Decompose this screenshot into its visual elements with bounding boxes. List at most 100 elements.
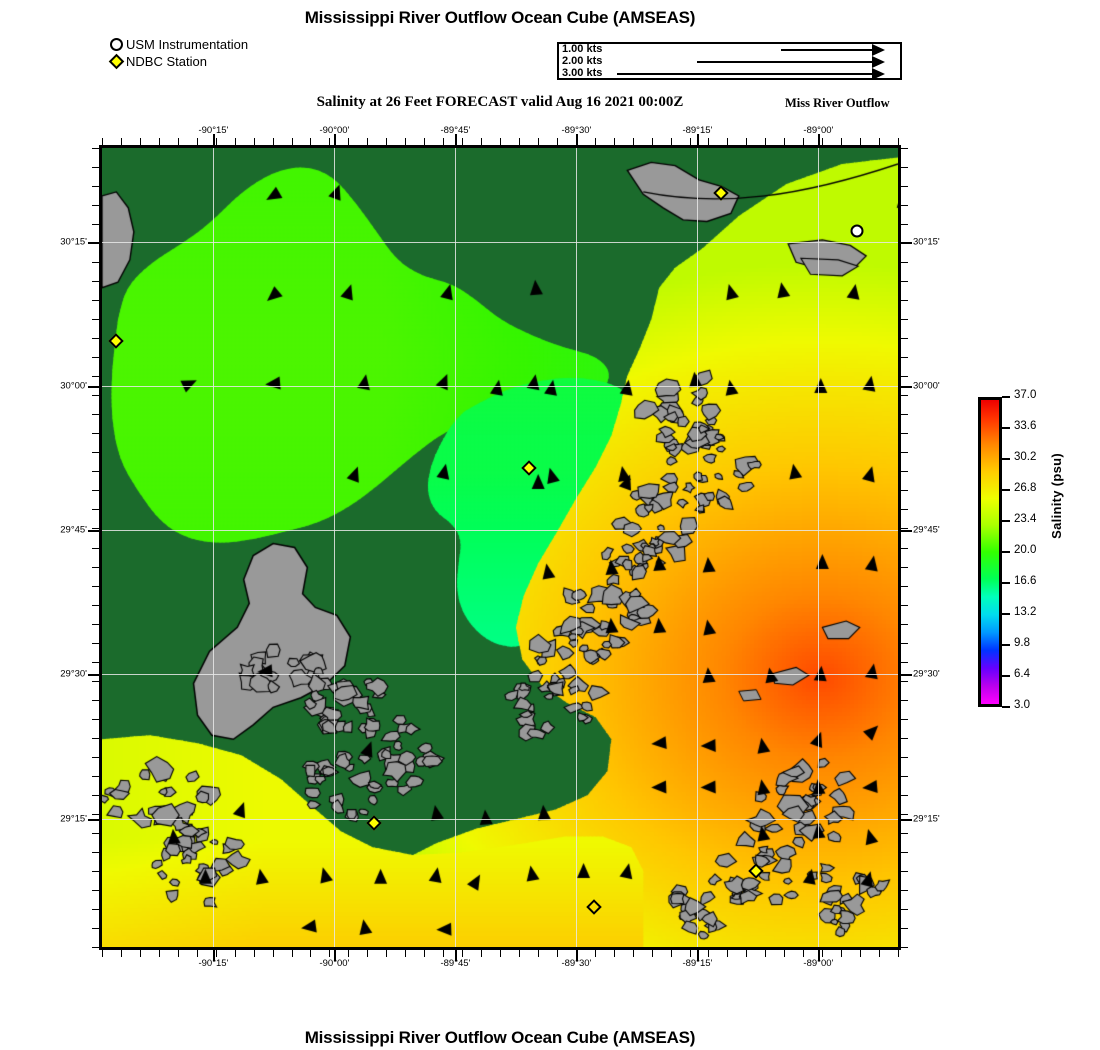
axis-tick — [272, 950, 274, 957]
axis-tick — [92, 889, 99, 891]
station-marker[interactable] — [521, 459, 538, 476]
ndbc-station-marker[interactable] — [366, 815, 382, 831]
axis-major-tick — [334, 134, 337, 145]
axis-tick — [901, 281, 908, 283]
ndbc-station-marker[interactable] — [586, 899, 602, 915]
axis-tick — [841, 950, 843, 957]
axis-major-tick — [334, 950, 337, 961]
axis-tick — [443, 950, 445, 957]
axis-major-tick — [88, 673, 99, 676]
colorbar-tick-label: 6.4 — [1014, 668, 1030, 680]
colorbar-tick — [1002, 396, 1010, 398]
station-marker[interactable] — [850, 224, 864, 238]
axis-major-tick — [576, 950, 579, 961]
grid-line-horizontal — [102, 386, 898, 388]
axis-tick — [291, 138, 293, 145]
axis-tick — [901, 205, 908, 207]
axis-tick — [822, 138, 824, 145]
axis-major-tick — [455, 950, 458, 961]
axis-tick — [158, 138, 160, 145]
axis-tick — [670, 950, 672, 957]
axis-tick — [92, 737, 99, 739]
station-marker[interactable] — [586, 899, 602, 915]
axis-tick — [901, 224, 908, 226]
colorbar-tick — [1002, 458, 1010, 460]
axis-tick — [424, 950, 426, 957]
station-marker[interactable] — [366, 815, 382, 831]
colorbar-tick — [1002, 551, 1010, 553]
colorbar-tick-label: 23.4 — [1014, 513, 1037, 525]
legend-item-usm: USM Instrumentation — [110, 36, 248, 53]
axis-tick — [901, 642, 908, 644]
usm-instrumentation-marker[interactable] — [850, 224, 864, 238]
axis-tick — [253, 138, 255, 145]
axis-tick — [291, 950, 293, 957]
axis-tick — [556, 950, 558, 957]
axis-tick — [901, 376, 908, 378]
page-footer-title: Mississippi River Outflow Ocean Cube (AM… — [304, 1028, 696, 1047]
axis-tick — [784, 950, 786, 957]
colorbar: 37.0 33.6 30.2 26.8 23.4 20.0 16.6 13.2 9.8 6.4 3.… — [975, 389, 1095, 713]
axis-major-tick — [818, 134, 821, 145]
colorbar-tick — [1002, 427, 1010, 429]
axis-tick — [901, 623, 908, 625]
station-marker[interactable] — [108, 333, 125, 350]
axis-tick — [367, 138, 369, 145]
ndbc-station-marker[interactable] — [713, 184, 730, 201]
axis-tick — [92, 452, 99, 454]
axis-tick — [92, 471, 99, 473]
axis-tick — [901, 680, 908, 682]
axis-tick — [92, 281, 99, 283]
axis-tick — [727, 138, 729, 145]
axis-tick — [901, 452, 908, 454]
axis-tick — [901, 737, 908, 739]
axis-tick — [901, 262, 908, 264]
axis-tick — [901, 357, 908, 359]
axis-tick — [443, 138, 445, 145]
axis-tick — [901, 908, 908, 910]
axis-tick — [708, 950, 710, 957]
axis-tick — [901, 319, 908, 321]
axis-tick — [462, 950, 464, 957]
page-title: Mississippi River Outflow Ocean Cube (AM… — [304, 8, 696, 27]
axis-tick — [901, 167, 908, 169]
ndbc-station-marker[interactable] — [747, 863, 764, 879]
axis-tick — [92, 870, 99, 872]
ndbc-station-marker[interactable] — [108, 333, 125, 350]
station-marker[interactable] — [713, 184, 730, 201]
axis-tick — [670, 138, 672, 145]
x-axis-tick-label: -89°00' — [803, 125, 834, 136]
axis-tick — [215, 950, 217, 957]
axis-major-tick — [88, 242, 99, 245]
station-marker[interactable] — [747, 863, 764, 879]
axis-tick — [708, 138, 710, 145]
vector-scale-line-1 — [781, 49, 874, 51]
colorbar-tick — [1002, 520, 1010, 522]
axis-major-tick — [576, 134, 579, 145]
axis-tick — [92, 338, 99, 340]
axis-major-tick — [88, 386, 99, 389]
axis-tick — [901, 471, 908, 473]
axis-tick — [92, 300, 99, 302]
map-plot-area[interactable] — [99, 145, 901, 950]
axis-major-tick — [213, 950, 216, 961]
axis-tick — [613, 950, 615, 957]
axis-tick — [822, 950, 824, 957]
axis-tick — [92, 775, 99, 777]
axis-tick — [651, 950, 653, 957]
circle-marker-icon — [110, 38, 123, 51]
ndbc-station-marker[interactable] — [521, 459, 538, 476]
grid-line-horizontal — [102, 242, 898, 244]
axis-tick — [92, 832, 99, 834]
grid-line-vertical — [697, 148, 699, 947]
vector-scale-key: 1.00 kts 2.00 kts 3.00 kts — [557, 42, 902, 80]
y-axis-tick-label: 29°45' — [60, 524, 87, 536]
axis-major-tick — [901, 529, 912, 532]
x-axis-tick-label: -89°00' — [803, 958, 834, 969]
axis-tick — [901, 718, 908, 720]
colorbar-tick-label: 30.2 — [1014, 451, 1037, 463]
axis-tick — [879, 138, 881, 145]
axis-tick — [348, 138, 350, 145]
colorbar-tick — [1002, 706, 1010, 708]
axis-tick — [92, 528, 99, 530]
